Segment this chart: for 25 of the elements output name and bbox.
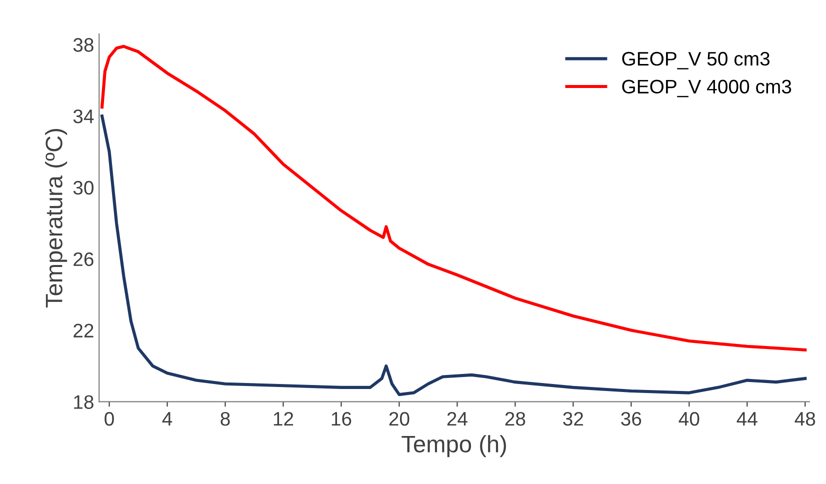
x-tick-label: 28 bbox=[505, 412, 526, 426]
y-tick-label: 26 bbox=[74, 252, 94, 266]
y-axis-title: Temperatura (ºC) bbox=[45, 129, 68, 308]
x-tick-label: 32 bbox=[563, 412, 584, 426]
y-tick-label: 38 bbox=[73, 38, 94, 52]
legend-label: GEOP_V 4000 cm3 bbox=[622, 80, 792, 98]
x-axis-title: Tempo (h) bbox=[402, 435, 506, 458]
x-tick-label: 44 bbox=[736, 412, 758, 426]
legend-label: GEOP_V 50 cm3 bbox=[622, 52, 770, 70]
x-tick-label: 40 bbox=[678, 412, 700, 426]
y-tick-label: 34 bbox=[73, 109, 94, 124]
x-tick-label: 12 bbox=[274, 412, 294, 426]
x-tick-label: 4 bbox=[162, 412, 172, 426]
x-tick-label: 20 bbox=[389, 412, 410, 426]
x-tick-label: 16 bbox=[332, 412, 352, 426]
y-tick-label: 30 bbox=[73, 180, 94, 195]
x-tick-label: 48 bbox=[794, 412, 816, 426]
line-series bbox=[100, 44, 807, 352]
line-series bbox=[100, 114, 807, 396]
x-tick-label: 36 bbox=[621, 412, 642, 426]
x-tick-label: 0 bbox=[104, 412, 114, 426]
y-tick-label: 22 bbox=[74, 324, 94, 338]
x-tick-label: 8 bbox=[220, 412, 230, 426]
x-tick-label: 24 bbox=[447, 412, 468, 426]
y-tick-label: 18 bbox=[74, 395, 94, 409]
